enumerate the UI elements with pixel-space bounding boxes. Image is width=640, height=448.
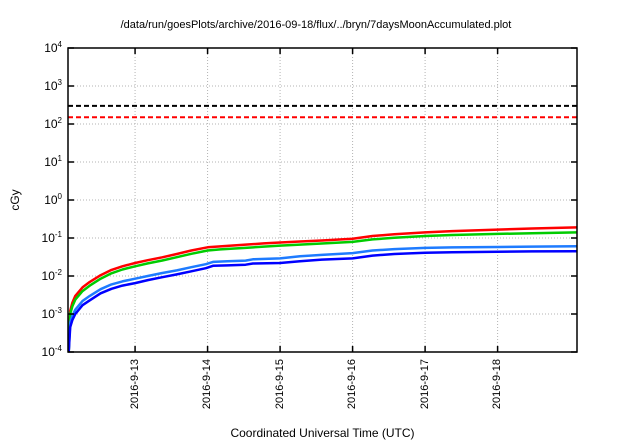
series-blue-line: [68, 249, 577, 352]
y-tick-label: 104: [44, 40, 62, 56]
series-red-line: [68, 226, 577, 352]
x-tick-label: 2016-9-15: [273, 359, 286, 410]
y-tick-label: 10-4: [41, 344, 62, 360]
y-tick-label: 100: [44, 192, 62, 208]
y-tick-label: 10-2: [41, 268, 62, 284]
y-tick-label: 102: [44, 116, 62, 132]
y-tick-label: 101: [44, 154, 62, 170]
y-tick-label: 10-3: [41, 306, 62, 322]
x-axis-title: Coordinated Universal Time (UTC): [230, 426, 415, 440]
x-tick-label: 2016-9-18: [491, 359, 504, 410]
y-tick-label: 103: [44, 78, 62, 94]
x-tick-label: 2016-9-13: [128, 359, 141, 410]
series-light-blue-line: [68, 244, 577, 352]
y-tick-label: 10-1: [41, 230, 62, 246]
x-tick-label: 2016-9-16: [346, 359, 359, 410]
series-green-line: [68, 231, 577, 352]
x-tick-label: 2016-9-14: [201, 359, 214, 410]
chart-title: /data/run/goesPlots/archive/2016-09-18/f…: [120, 19, 512, 31]
x-tick-label: 2016-9-17: [418, 359, 431, 410]
